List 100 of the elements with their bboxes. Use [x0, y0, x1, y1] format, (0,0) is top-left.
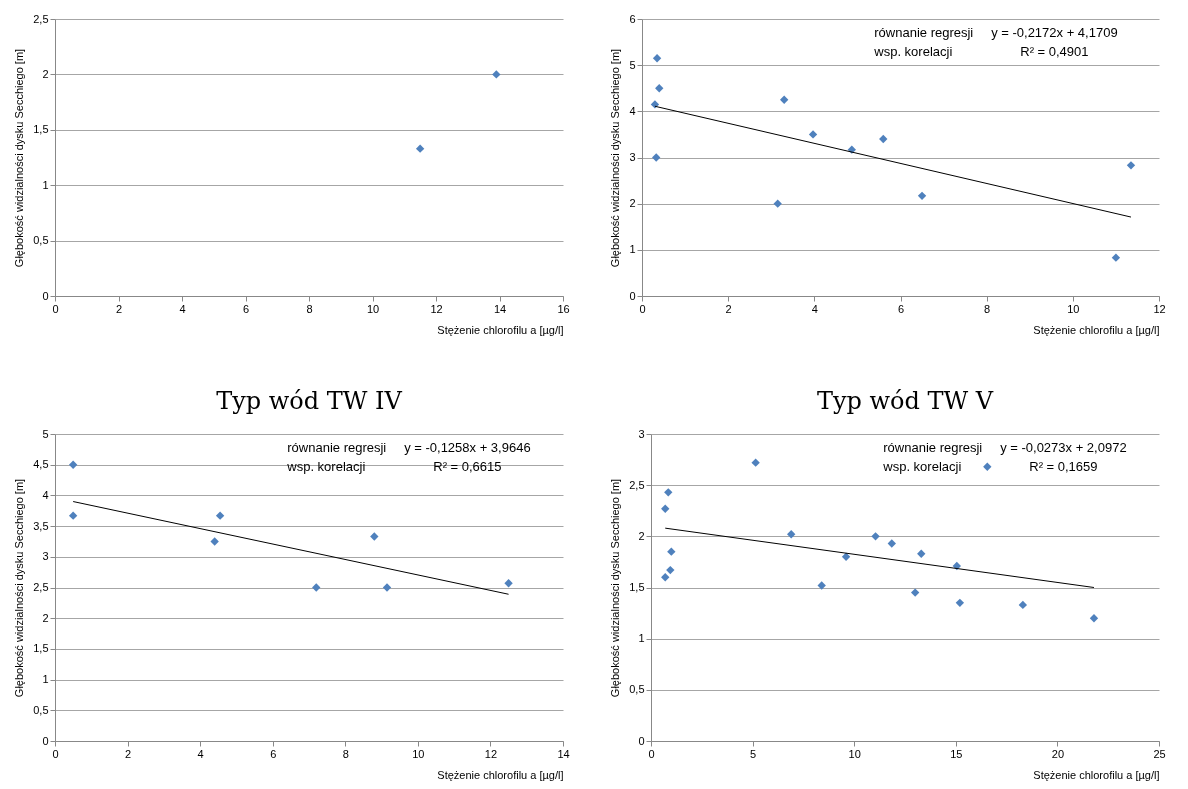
y-axis-title: Głębokość widzialności dysku Secchiego [m] [13, 48, 26, 268]
y-tick-label: 0,5 [33, 234, 49, 247]
point [983, 462, 992, 471]
annotation: wsp. korelacji [286, 459, 366, 474]
x-tick-label: 2 [125, 747, 132, 760]
x-tick-label: 0 [648, 747, 655, 760]
annotation: równanie regresji [287, 440, 387, 455]
x-tick-label: 6 [270, 747, 277, 760]
y-axis-title: Głębokość widzialności dysku Secchiego [m] [609, 478, 622, 698]
y-tick-label: 3,5 [33, 519, 49, 532]
y-tick-label: 4 [42, 488, 49, 501]
y-tick-label: 2 [629, 197, 636, 210]
y-tick-label: 2 [42, 67, 49, 80]
point [751, 458, 760, 467]
x-tick-label: 14 [493, 302, 507, 315]
point [664, 488, 673, 497]
y-tick-label: 2,5 [629, 478, 645, 491]
point [910, 588, 920, 597]
point [312, 583, 321, 592]
y-axis-title: Głębokość widzialności dysku Secchiego [m] [609, 48, 622, 268]
x-tick-label: 2 [115, 302, 123, 315]
x-tick-label: 16 [557, 302, 570, 315]
point [879, 134, 888, 144]
y-tick-label: 3 [42, 550, 49, 563]
x-tick-label: 8 [306, 302, 313, 315]
x-axis-title: Stężenie chlorofilu a [µg/l] [437, 323, 564, 336]
y-tick-label: 1,5 [629, 581, 645, 593]
point [370, 532, 379, 541]
y-tick-label: 0 [42, 289, 49, 302]
point [1018, 600, 1028, 610]
x-tick-label: 6 [897, 302, 905, 315]
x-tick-label: 0 [52, 302, 59, 315]
point [917, 549, 926, 558]
y-tick-label: 3 [629, 151, 636, 163]
annotation: równanie regresji [874, 25, 974, 40]
y-tick-label: 5 [42, 427, 49, 440]
y-tick-label: 0,5 [629, 683, 645, 696]
y-axis-title: Głębokość widzialności dysku Secchiego [m] [13, 478, 26, 698]
y-tick-label: 2 [42, 611, 49, 624]
annotation: R² = 0,1659 [1029, 459, 1098, 474]
x-tick-label: 10 [412, 747, 425, 760]
annotation: y = -0,0273x + 2,0972 [1000, 440, 1127, 455]
annotation: wsp. korelacji [882, 459, 962, 474]
annotation: R² = 0,6615 [433, 459, 502, 474]
y-tick-label: 4 [629, 104, 636, 117]
x-tick-label: 10 [1067, 302, 1080, 315]
point [779, 95, 789, 104]
y-tick-label: 1 [629, 243, 636, 256]
x-tick-label: 4 [197, 747, 204, 760]
y-tick-label: 3 [638, 427, 645, 440]
point [68, 511, 78, 520]
y-tick-label: 1,5 [33, 642, 49, 655]
x-tick-label: 14 [557, 747, 570, 760]
y-tick-label: 1 [42, 673, 49, 686]
point [1089, 614, 1099, 623]
y-tick-label: 2,5 [33, 12, 49, 25]
x-tick-label: 8 [984, 302, 991, 315]
y-tick-label: 4,5 [33, 458, 49, 471]
point [210, 537, 219, 546]
x-axis-title: Stężenie chlorofilu a [µg/l] [1033, 768, 1160, 781]
point [215, 511, 225, 520]
y-tick-label: 1 [42, 178, 49, 191]
x-tick-label: 12 [1153, 302, 1166, 315]
chart-title: Typ wód TW IV [216, 387, 403, 415]
point [652, 54, 662, 63]
point [817, 581, 826, 590]
point [871, 532, 880, 541]
point [68, 460, 78, 469]
point [1126, 161, 1136, 170]
point [773, 199, 782, 208]
x-tick-label: 2 [725, 302, 732, 315]
point [917, 191, 927, 200]
x-tick-label: 0 [52, 747, 59, 760]
y-tick-label: 2 [638, 529, 645, 542]
annotation: równanie regresji [883, 440, 983, 455]
y-tick-label: 5 [629, 58, 636, 71]
y-tick-label: 0 [42, 734, 49, 747]
x-axis-title: Stężenie chlorofilu a [µg/l] [1033, 323, 1160, 336]
x-tick-label: 6 [242, 302, 250, 315]
chart-title: Typ wód TW V [816, 387, 994, 415]
x-tick-label: 8 [342, 747, 349, 760]
point [666, 565, 675, 575]
y-tick-label: 0 [629, 289, 636, 302]
x-tick-label: 25 [1153, 747, 1166, 760]
point [1111, 253, 1121, 262]
point [661, 504, 670, 513]
x-tick-label: 10 [366, 302, 380, 315]
point [661, 573, 670, 582]
point [504, 579, 513, 588]
point [955, 598, 965, 608]
x-tick-label: 20 [1051, 747, 1065, 760]
annotation: y = -0,1258x + 3,9646 [404, 440, 531, 455]
x-tick-label: 12 [430, 302, 443, 315]
y-tick-label: 2,5 [33, 581, 49, 593]
y-tick-label: 1 [638, 632, 645, 645]
x-tick-label: 4 [811, 302, 818, 315]
x-tick-label: 15 [950, 747, 963, 760]
annotation: R² = 0,4901 [1020, 44, 1089, 59]
x-tick-label: 10 [848, 747, 861, 760]
point [667, 547, 676, 556]
